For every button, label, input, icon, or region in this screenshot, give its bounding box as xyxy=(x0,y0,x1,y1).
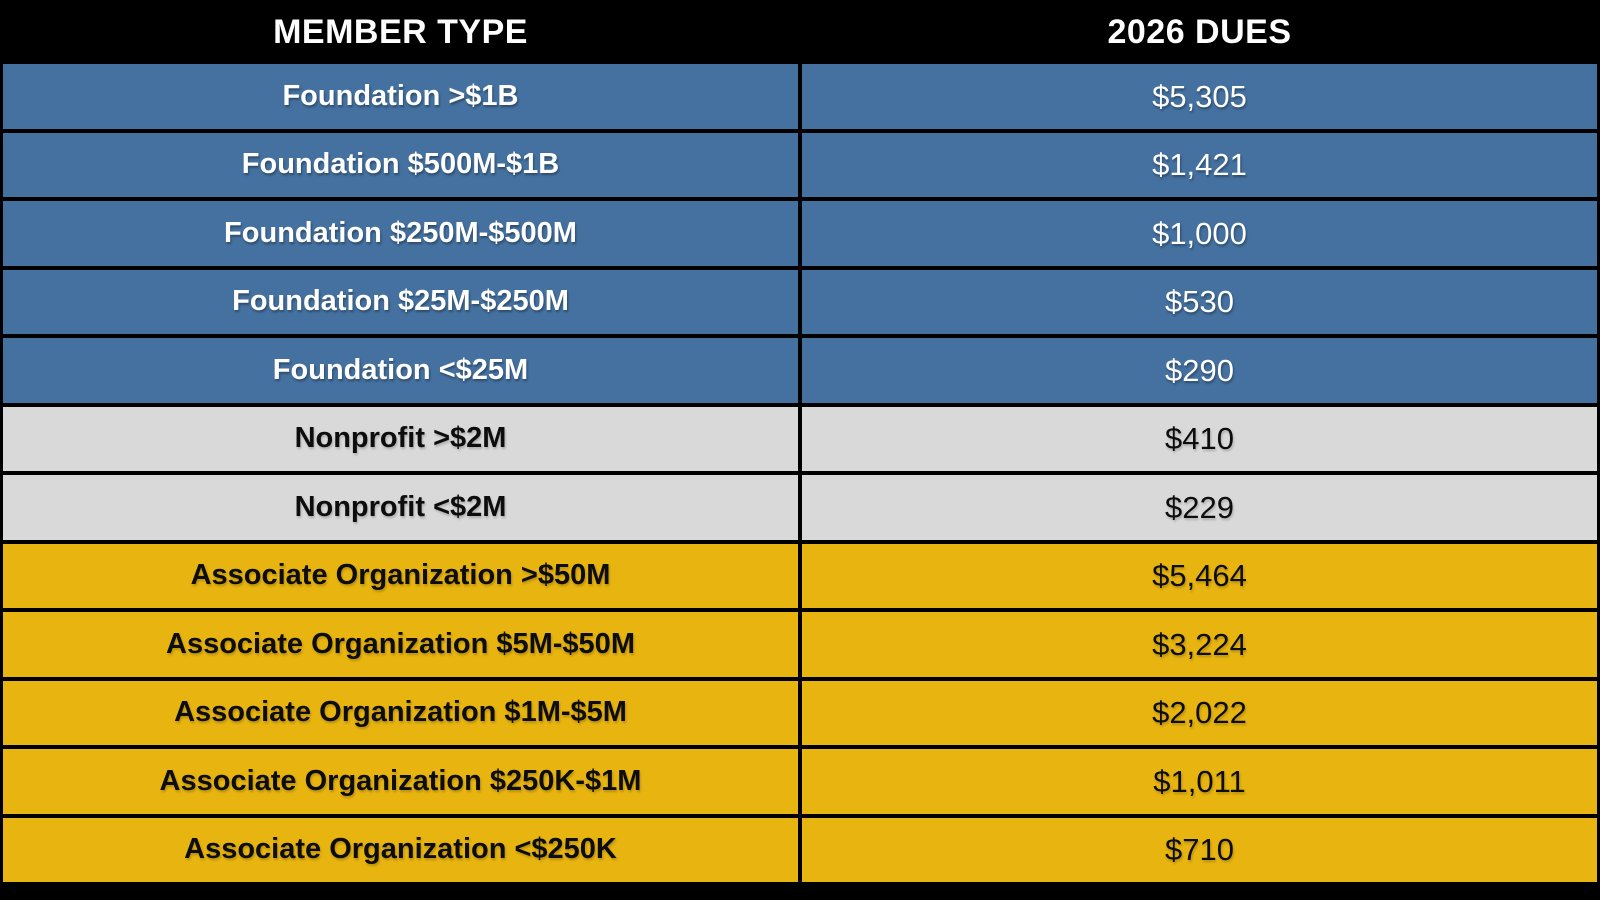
member-type-cell: Nonprofit <$2M xyxy=(3,475,798,540)
table-body: Foundation >$1B $5,305 Foundation $500M-$1… xyxy=(3,64,1597,882)
dues-value-cell: $1,421 xyxy=(802,132,1597,197)
member-type-cell: Associate Organization <$250K xyxy=(3,817,798,882)
table-row: Foundation $250M-$500M $1,000 xyxy=(3,201,1597,266)
column-header-member-type: MEMBER TYPE xyxy=(3,0,798,64)
table-row: Associate Organization $250K-$1M $1,011 xyxy=(3,749,1597,814)
table-row: Associate Organization <$250K $710 xyxy=(3,817,1597,882)
member-type-cell: Foundation >$1B xyxy=(3,64,798,129)
member-type-cell: Associate Organization $1M-$5M xyxy=(3,680,798,745)
table-row: Foundation $500M-$1B $1,421 xyxy=(3,132,1597,197)
dues-value-cell: $410 xyxy=(802,406,1597,471)
column-header-2026-dues: 2026 DUES xyxy=(802,0,1597,64)
dues-value-cell: $3,224 xyxy=(802,612,1597,677)
table-row: Foundation <$25M $290 xyxy=(3,338,1597,403)
table-row: Associate Organization >$50M $5,464 xyxy=(3,543,1597,608)
table-row: Associate Organization $5M-$50M $3,224 xyxy=(3,612,1597,677)
table-header-row: MEMBER TYPE 2026 DUES xyxy=(3,0,1597,64)
table-row: Nonprofit >$2M $410 xyxy=(3,406,1597,471)
table-row: Foundation $25M-$250M $530 xyxy=(3,269,1597,334)
dues-value-cell: $229 xyxy=(802,475,1597,540)
member-type-cell: Associate Organization $250K-$1M xyxy=(3,749,798,814)
dues-value-cell: $710 xyxy=(802,817,1597,882)
member-type-cell: Associate Organization >$50M xyxy=(3,543,798,608)
member-type-cell: Foundation $500M-$1B xyxy=(3,132,798,197)
dues-value-cell: $2,022 xyxy=(802,680,1597,745)
table-row: Associate Organization $1M-$5M $2,022 xyxy=(3,680,1597,745)
table-row: Nonprofit <$2M $229 xyxy=(3,475,1597,540)
member-type-cell: Nonprofit >$2M xyxy=(3,406,798,471)
dues-value-cell: $290 xyxy=(802,338,1597,403)
dues-value-cell: $5,464 xyxy=(802,543,1597,608)
member-type-cell: Associate Organization $5M-$50M xyxy=(3,612,798,677)
dues-value-cell: $1,000 xyxy=(802,201,1597,266)
dues-value-cell: $530 xyxy=(802,269,1597,334)
member-type-cell: Foundation $250M-$500M xyxy=(3,201,798,266)
member-type-cell: Foundation <$25M xyxy=(3,338,798,403)
member-type-cell: Foundation $25M-$250M xyxy=(3,269,798,334)
dues-value-cell: $5,305 xyxy=(802,64,1597,129)
dues-value-cell: $1,011 xyxy=(802,749,1597,814)
table-row: Foundation >$1B $5,305 xyxy=(3,64,1597,129)
